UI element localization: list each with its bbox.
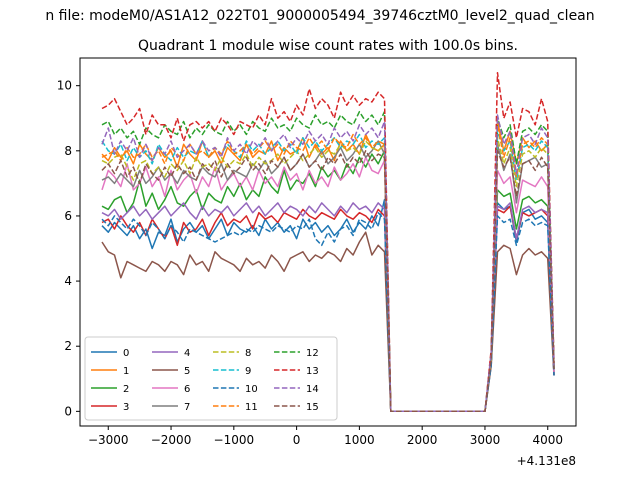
- x-tick-label: −1000: [214, 433, 255, 447]
- series-line-15: [101, 150, 555, 413]
- series-line-14: [101, 114, 555, 413]
- x-tick-label: 4000: [532, 433, 563, 447]
- legend-label-7: 7: [184, 402, 190, 413]
- y-tick-label: 10: [57, 79, 72, 93]
- legend-label-15: 15: [306, 402, 319, 413]
- x-tick-label: −3000: [88, 433, 129, 447]
- legend-label-6: 6: [184, 384, 190, 395]
- series-line-12: [101, 110, 555, 413]
- series-line-13: [101, 71, 555, 413]
- legend-label-5: 5: [184, 366, 190, 377]
- y-tick-label: 6: [64, 209, 72, 223]
- legend-label-11: 11: [245, 402, 258, 413]
- y-tick-label: 4: [64, 274, 72, 288]
- legend-label-1: 1: [123, 366, 129, 377]
- legend-label-9: 9: [245, 366, 251, 377]
- legend-box: [84, 336, 338, 421]
- legend-label-13: 13: [306, 366, 319, 377]
- series-line-8: [101, 137, 555, 413]
- y-tick-label: 0: [64, 404, 72, 418]
- legend-label-4: 4: [184, 348, 190, 359]
- x-tick-label: −2000: [151, 433, 192, 447]
- legend-label-10: 10: [245, 384, 258, 395]
- plot-area-frame: [79, 57, 577, 427]
- chart-title: Quadrant 1 module wise count rates with …: [138, 38, 518, 54]
- x-tick-label: 2000: [407, 433, 438, 447]
- x-tick-label: 3000: [470, 433, 501, 447]
- x-tick-label: 0: [293, 433, 301, 447]
- legend-label-3: 3: [123, 402, 129, 413]
- legend-label-8: 8: [245, 348, 251, 359]
- legend-label-12: 12: [306, 348, 319, 359]
- figure-suptitle: n file: modeM0/AS1A12_022T01_9000005494_…: [45, 8, 594, 24]
- x-offset-label: +4.131e8: [517, 454, 576, 468]
- x-tick-label: 1000: [344, 433, 375, 447]
- legend-label-14: 14: [306, 384, 319, 395]
- y-tick-label: 2: [64, 339, 72, 353]
- series-layer: [101, 71, 555, 413]
- series-line-10: [101, 211, 555, 413]
- legend-label-2: 2: [123, 384, 129, 395]
- legend-label-0: 0: [123, 348, 129, 359]
- y-tick-label: 8: [64, 144, 72, 158]
